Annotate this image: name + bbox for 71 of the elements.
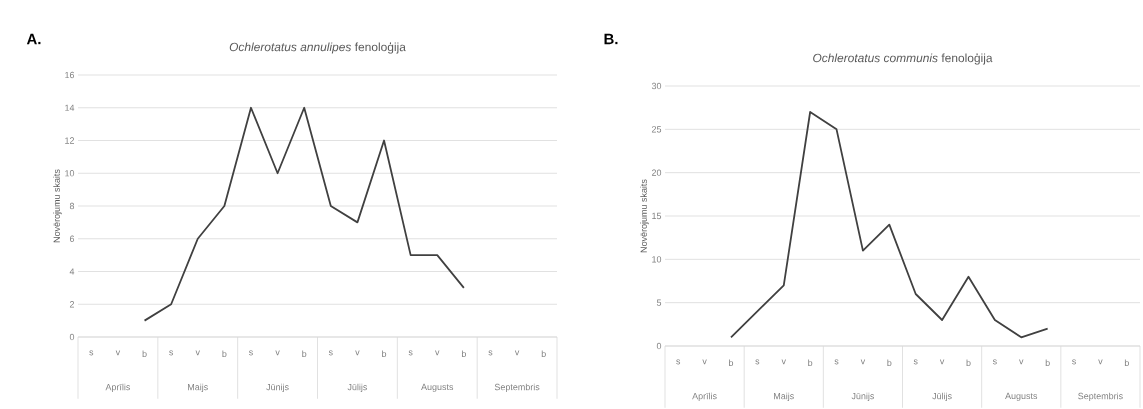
x-tick-label: b [382,350,387,358]
x-tick-label: v [115,350,121,356]
y-tick-label: 20 [651,169,662,176]
x-tick-label: v [195,350,200,356]
x-tick-label: v [355,350,360,356]
x-tick-label: v [1019,359,1024,365]
x-tick-label: b [142,350,147,358]
x-tick-label: s [89,350,94,356]
y-tick-label: 16 [65,71,75,79]
x-tick-label: s [328,350,333,356]
y-tick-label: 2 [69,301,75,308]
x-tick-label: s [169,350,174,356]
y-axis-title: Novērojumu skaits [53,169,62,243]
y-axis-title: Novērojumu skaits [640,179,649,253]
text: Jūlijs [932,392,952,401]
text: B. [604,33,618,45]
x-tick-label: v [860,359,866,365]
x-tick-label: b [222,350,227,358]
y-tick-label: 10 [65,170,75,177]
x-tick-label: v [939,359,945,365]
x-tick-label: b [1124,359,1129,367]
text: Jūnijs [851,392,875,401]
x-tick-label: v [514,350,520,356]
chart-title: Ochlerotatus communis fenoloģija [813,52,993,65]
text: Jūlijs [347,383,368,392]
x-tick-label: v [1098,359,1103,365]
line-series [143,106,465,322]
x-tick-label: v [702,359,707,365]
y-tick-label: 10 [652,256,662,263]
x-tick-label: s [248,350,253,356]
x-tick-label: v [435,350,440,356]
y-tick-label: 12 [65,137,75,144]
x-tick-label: b [461,350,466,358]
y-tick-label: 5 [656,299,662,306]
x-tick-label: b [887,359,892,367]
x-tick-label: s [992,359,997,365]
text: Augusts [421,383,454,392]
chart-title: Ochlerotatus annulipes fenoloģija [229,41,406,54]
x-tick-label: s [834,359,839,365]
x-tick-label: b [966,359,971,367]
text: Maijs [774,392,794,401]
y-tick-label: 30 [651,82,662,90]
x-tick-label: s [676,359,681,365]
y-tick-label: 6 [69,235,75,242]
text: Aprīlis [692,392,717,401]
x-tick-label: v [275,350,280,356]
text: A. [26,33,41,45]
y-tick-label: 14 [65,104,75,111]
text: Septembris [1078,392,1123,401]
x-tick-label: b [302,350,307,358]
y-tick-label: 25 [651,126,662,133]
text: Jūnijs [266,383,289,392]
text: Septembris [494,383,540,392]
text: Augusts [1005,392,1038,401]
x-tick-label: b [808,359,813,367]
y-tick-label: 15 [652,212,662,220]
x-tick-label: b [1045,359,1050,367]
y-tick-label: 0 [656,342,662,350]
x-tick-label: s [408,350,413,356]
y-tick-label: 8 [69,202,75,210]
text: Maijs [188,383,208,392]
text: Aprīlis [105,383,131,392]
x-tick-label: s [755,359,760,365]
x-tick-label: b [729,359,734,367]
x-tick-label: v [781,359,786,365]
y-tick-label: 0 [69,333,75,341]
x-tick-label: s [1072,359,1076,365]
y-tick-label: 4 [69,268,75,275]
x-tick-label: s [913,359,918,365]
x-tick-label: s [488,350,493,356]
x-tick-label: b [541,350,546,358]
